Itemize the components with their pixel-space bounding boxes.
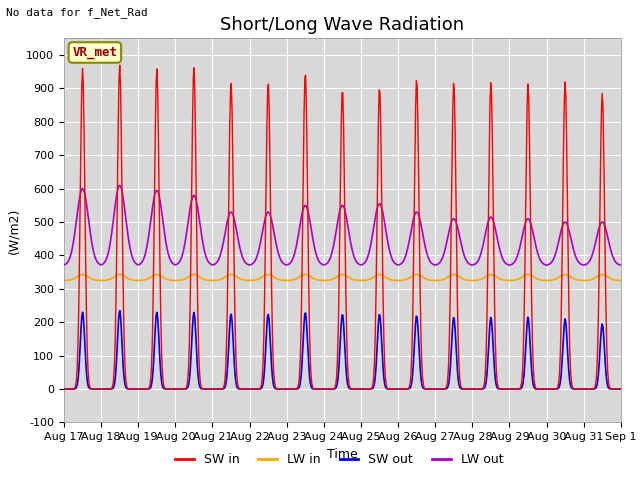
Text: VR_met: VR_met [72, 46, 117, 59]
Y-axis label: (W/m2): (W/m2) [8, 207, 20, 253]
Legend: SW in, LW in, SW out, LW out: SW in, LW in, SW out, LW out [170, 448, 508, 471]
Title: Short/Long Wave Radiation: Short/Long Wave Radiation [220, 16, 465, 34]
Text: No data for f_Net_Rad: No data for f_Net_Rad [6, 7, 148, 18]
X-axis label: Time: Time [327, 448, 358, 461]
